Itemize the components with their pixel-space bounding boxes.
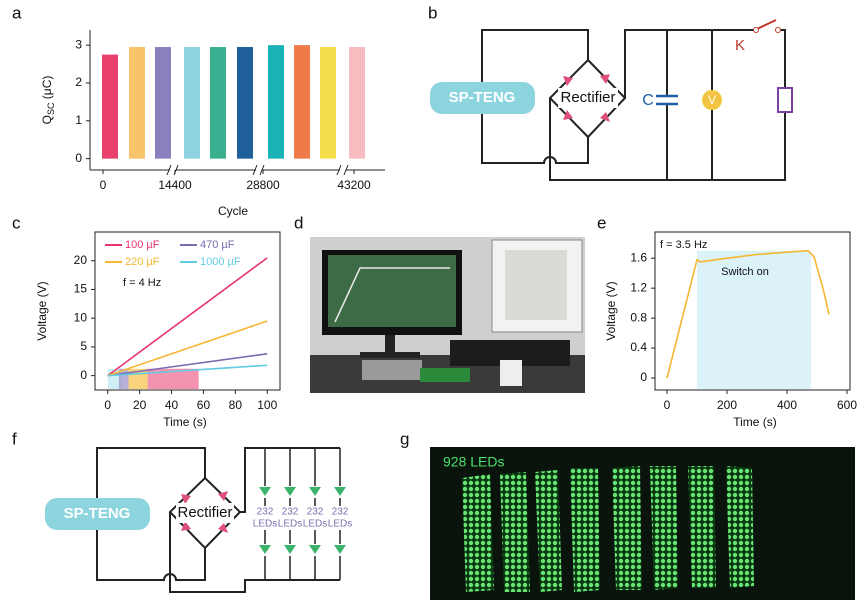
x-tick-label: 100 — [257, 398, 277, 412]
x-tick-label: 0 — [664, 398, 671, 412]
x-tick-label: 400 — [777, 398, 797, 412]
x-axis-label: Cycle — [218, 204, 248, 218]
region — [697, 250, 811, 389]
panel-label: d — [294, 213, 303, 232]
legend-label: 1000 µF — [200, 256, 241, 268]
legend-label: 470 µF — [200, 239, 235, 251]
panel-label: b — [428, 3, 437, 22]
photo-caption: 928 LEDs — [443, 454, 504, 470]
circuit-b: SP-TENG Rectifier C V K — [430, 19, 793, 181]
y-axis-label-sub: SC — [46, 102, 56, 115]
y-tick-label: 1.2 — [630, 280, 647, 294]
bar — [184, 47, 200, 159]
line — [107, 257, 268, 377]
load-unit: LEDs — [328, 519, 352, 530]
axis-break — [252, 164, 265, 176]
line — [666, 249, 830, 379]
x-tick-label: 20 — [133, 398, 147, 412]
bar — [155, 47, 171, 159]
axis-break — [256, 165, 262, 175]
y-tick-label: 0.4 — [630, 340, 647, 354]
source-label: SP-TENG — [449, 89, 516, 106]
x-tick-label: 40 — [165, 398, 179, 412]
load-unit: LEDs — [278, 519, 302, 530]
y-tick-label: 5 — [80, 339, 87, 353]
bar — [320, 47, 336, 159]
switch-label: K — [735, 37, 745, 54]
x-tick-label: 80 — [229, 398, 243, 412]
load-count: 232 — [332, 507, 349, 518]
bar — [349, 47, 365, 159]
x-axis-label: Time (s) — [733, 415, 777, 429]
x-tick-label: 0 — [104, 398, 111, 412]
line — [107, 320, 268, 377]
bar — [210, 47, 226, 159]
bar — [268, 45, 284, 159]
load-count: 232 — [257, 507, 274, 518]
photo-d — [310, 237, 585, 393]
region-label: Switch on — [721, 266, 769, 278]
load-count: 232 — [307, 507, 324, 518]
load-unit: LEDs — [253, 519, 277, 530]
x-axis-label: Time (s) — [163, 415, 207, 429]
axis-break — [340, 165, 346, 175]
source-label: SP-TENG — [64, 505, 131, 522]
bridge-label: Rectifier — [177, 504, 232, 521]
axis-break — [336, 164, 349, 176]
y-axis-label-unit: (μC) — [40, 76, 54, 103]
voltmeter-label: V — [708, 93, 716, 107]
legend-label: 100 µF — [125, 239, 160, 251]
circuit-f: SP-TENG Rectifier 232 LEDs — [45, 447, 352, 593]
x-tick-label: 600 — [837, 398, 857, 412]
bridge-label: Rectifier — [560, 89, 615, 106]
load-count: 232 — [282, 507, 299, 518]
y-axis-label-main: Q — [40, 115, 54, 124]
y-axis-label: QSC (μC) — [40, 76, 56, 125]
annotation: f = 3.5 Hz — [660, 239, 707, 251]
plot-frame — [654, 231, 851, 391]
x-tick-label: 60 — [197, 398, 211, 412]
y-tick-label: 1 — [75, 113, 82, 127]
line — [107, 364, 268, 377]
y-tick-label: 2 — [75, 75, 82, 89]
bar — [102, 54, 118, 159]
bar — [237, 47, 253, 159]
x-tick-label: 43200 — [337, 178, 371, 192]
axis-break — [170, 165, 176, 175]
photo-g: 928 LEDs — [430, 447, 855, 600]
y-tick-label: 15 — [74, 282, 88, 296]
y-tick-label: 10 — [74, 310, 88, 324]
panel-label: f — [12, 429, 17, 448]
bar — [129, 47, 145, 159]
line — [107, 353, 268, 377]
y-tick-label: 0 — [75, 151, 82, 165]
x-tick-label: 28800 — [246, 178, 280, 192]
x-tick-label: 200 — [717, 398, 737, 412]
plot-frame — [94, 231, 281, 391]
y-axis-label: Voltage (V) — [35, 281, 49, 340]
annotation: f = 4 Hz — [123, 277, 161, 289]
capacitor-label: C — [642, 92, 654, 109]
y-tick-label: 20 — [74, 253, 88, 267]
panel-label: a — [12, 3, 22, 22]
source-box — [430, 82, 535, 114]
y-tick-label: 0 — [80, 368, 87, 382]
x-tick-label: 14400 — [158, 178, 192, 192]
panel-label: c — [12, 213, 21, 232]
panel-label: e — [597, 213, 606, 232]
y-tick-label: 0 — [640, 370, 647, 384]
y-axis-label: Voltage (V) — [604, 281, 618, 340]
bar — [294, 45, 310, 159]
y-tick-label: 0.8 — [630, 310, 647, 324]
region — [147, 368, 199, 389]
region — [118, 368, 129, 389]
legend-label: 220 µF — [125, 256, 160, 268]
panel-label: g — [400, 429, 409, 448]
x-tick-label: 0 — [100, 178, 107, 192]
y-tick-label: 1.6 — [630, 250, 647, 264]
load-unit: LEDs — [303, 519, 327, 530]
y-tick-label: 3 — [75, 37, 82, 51]
